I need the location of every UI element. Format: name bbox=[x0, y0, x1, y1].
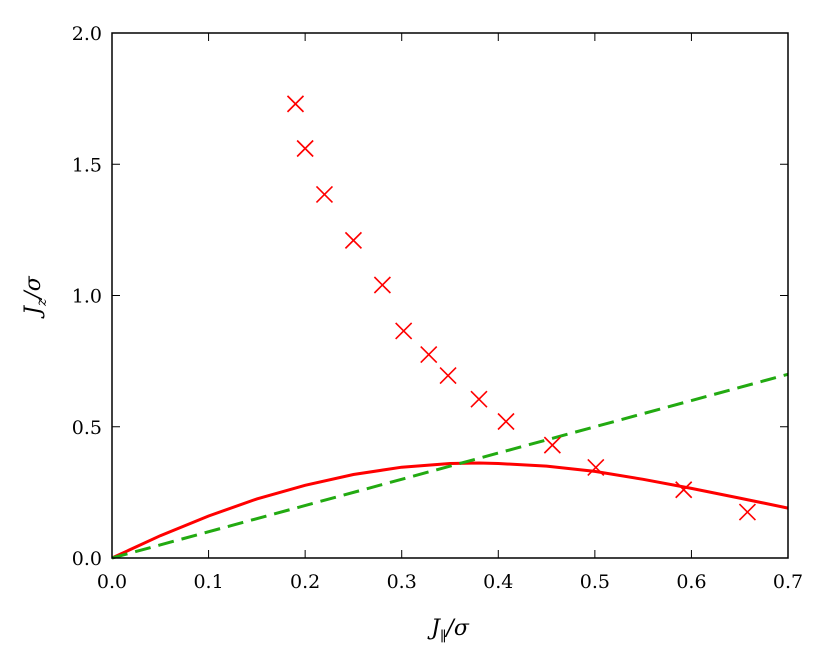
x-axis-label: J∥/σ bbox=[427, 616, 470, 645]
x-tick-label: 0.2 bbox=[290, 571, 320, 593]
data-point bbox=[587, 458, 605, 477]
y-axis-label-main: J bbox=[21, 305, 46, 319]
dashed-series-line bbox=[111, 372, 789, 560]
ticks: 0.0 0.1 0.2 0.3 0.4 0.5 0.6 0.7 0.0 0.5 1.0 1.5 2.0 bbox=[72, 23, 803, 593]
y-tick-label: 2.0 bbox=[72, 23, 102, 45]
x-tick-label: 0.3 bbox=[387, 571, 417, 593]
plot-content bbox=[111, 95, 789, 560]
y-tick-label: 1.0 bbox=[72, 286, 102, 308]
data-point bbox=[286, 95, 305, 113]
y-tick-label: 0.0 bbox=[72, 548, 102, 570]
data-point bbox=[497, 412, 515, 431]
y-tick-label: 0.5 bbox=[72, 417, 102, 439]
y-tick-label: 1.5 bbox=[72, 154, 102, 176]
data-point bbox=[296, 139, 314, 158]
x-tick-label: 0.6 bbox=[676, 571, 706, 593]
data-point bbox=[420, 345, 438, 364]
x-tick-label: 0.1 bbox=[193, 571, 223, 593]
x-tick-label: 0.0 bbox=[97, 571, 127, 593]
data-point bbox=[675, 481, 693, 499]
solid-series-line bbox=[111, 461, 789, 560]
data-point bbox=[543, 436, 561, 454]
data-point bbox=[395, 322, 413, 340]
data-point bbox=[344, 231, 362, 249]
x-axis-label-sub: ∥ bbox=[440, 629, 446, 645]
x-axis-label-main: J bbox=[427, 616, 441, 641]
data-point bbox=[373, 276, 391, 294]
data-point bbox=[738, 503, 757, 521]
x-axis-label-denom: /σ bbox=[444, 616, 469, 641]
plot-frame bbox=[111, 32, 789, 559]
y-axis-label: Jz/σ bbox=[21, 275, 50, 319]
y-axis-label-sub: z bbox=[34, 298, 50, 307]
data-point bbox=[470, 390, 488, 408]
x-tick-label: 0.4 bbox=[483, 571, 513, 593]
y-axis-label-denom: /σ bbox=[21, 275, 46, 300]
data-point bbox=[439, 366, 457, 385]
data-point bbox=[315, 185, 334, 204]
x-tick-label: 0.5 bbox=[580, 571, 610, 593]
x-tick-label: 0.7 bbox=[773, 571, 803, 593]
